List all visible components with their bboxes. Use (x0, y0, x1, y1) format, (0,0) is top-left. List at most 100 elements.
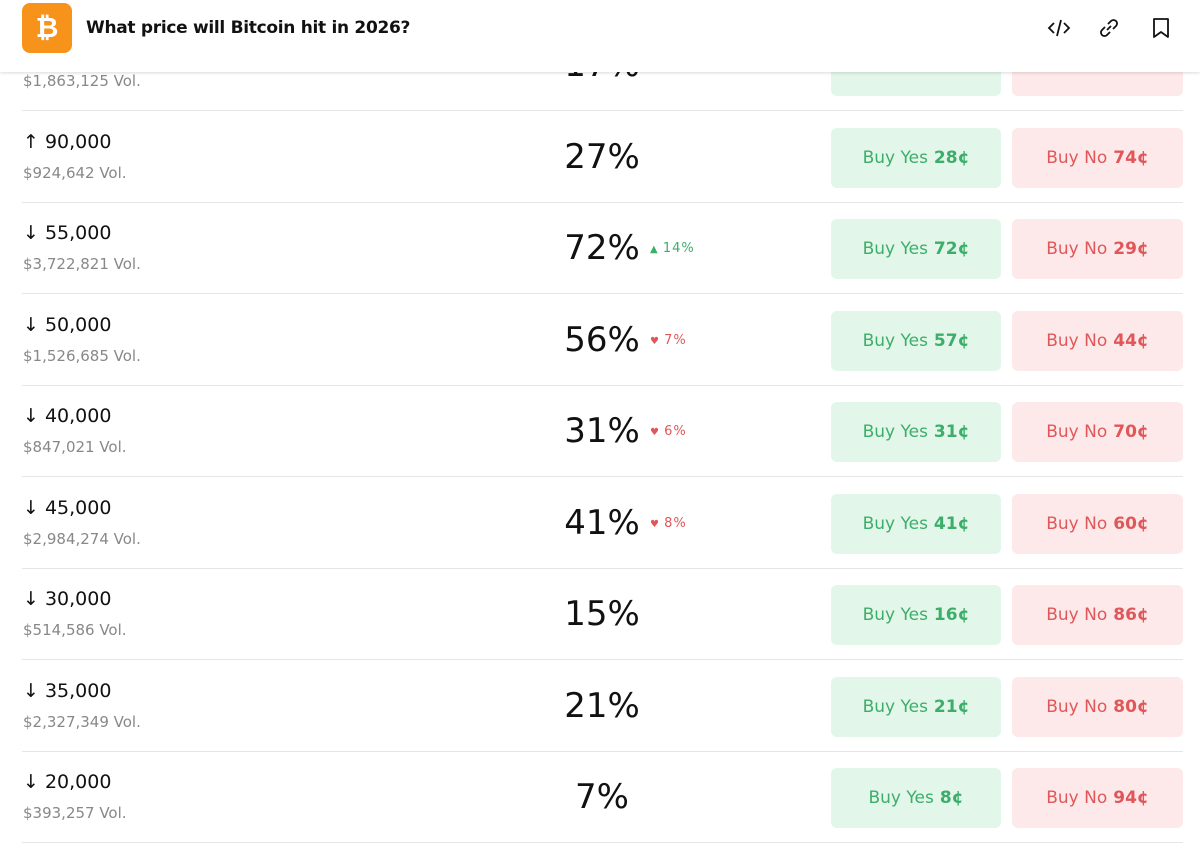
row-divider (22, 750, 1183, 752)
buy-no-button[interactable]: Buy No 29¢ (1012, 219, 1183, 279)
row-divider (22, 201, 1183, 203)
yes-price: 21¢ (933, 696, 970, 717)
outcome-row[interactable]: ↓ 45,000 $2,984,274 Vol. 41% ♥ 8% Buy Yes 41¢… (0, 478, 1200, 569)
outcome-label: ↓ 30,000 (23, 588, 112, 610)
volume: $2,984,274 Vol. (23, 529, 141, 548)
yes-price: 41¢ (933, 513, 970, 534)
yes-price: 28¢ (933, 147, 970, 168)
button-label: Buy No (1046, 696, 1108, 717)
row-divider (22, 567, 1183, 569)
yes-price: 16¢ (933, 605, 970, 625)
button-label: Buy No (1046, 239, 1108, 259)
link-icon[interactable] (1097, 16, 1121, 40)
button-label: Buy No (1046, 605, 1108, 625)
no-price: 60¢ (1113, 513, 1149, 534)
yes-price: 57¢ (933, 330, 970, 351)
probability-change: ♥ 6% (650, 424, 687, 439)
button-label: Buy Yes (862, 239, 928, 259)
yes-price: 31¢ (933, 422, 970, 442)
outcome-row[interactable]: ↓ 50,000 $1,526,685 Vol. 56% ♥ 7% Buy Yes 57¢… (0, 295, 1200, 386)
probability: 27% (564, 136, 640, 177)
probability: 21% (564, 685, 640, 726)
outcome-label: ↓ 45,000 (23, 496, 112, 519)
buy-yes-button[interactable]: Buy Yes 31¢ (831, 402, 1001, 462)
outcome-label: ↓ 20,000 (23, 771, 112, 793)
probability-change: ♥ 7% (650, 333, 687, 348)
buy-no-button[interactable]: Buy No 70¢ (1012, 402, 1183, 462)
yes-price: 72¢ (933, 239, 970, 259)
bitcoin-logo: ₿ (22, 3, 72, 53)
outcome-row[interactable]: ↑ 90,000 $924,642 Vol. 27% Buy Yes 28¢ Buy No… (0, 112, 1200, 203)
yes-price: 8¢ (939, 788, 964, 808)
button-label: Buy Yes (868, 788, 934, 808)
outcome-row[interactable]: ↓ 55,000 $3,722,821 Vol. 72% ▲ 14% Buy Yes 72… (0, 203, 1200, 294)
svg-text:₿: ₿ (36, 11, 59, 44)
change-arrow: ▲ (650, 244, 663, 255)
change-arrow: ♥ (650, 427, 665, 438)
button-label: Buy Yes (862, 605, 928, 625)
outcome-row[interactable]: ↓ 35,000 $2,327,349 Vol. 21% Buy Yes 21¢ Buy … (0, 661, 1200, 752)
buy-no-button[interactable]: Buy No 86¢ (1012, 585, 1183, 645)
volume: $847,021 Vol. (23, 438, 127, 456)
volume: $514,586 Vol. (23, 621, 127, 639)
change-arrow: ♥ (650, 518, 665, 530)
probability-change: ▲ 14% (650, 241, 695, 256)
buy-no-button[interactable]: Buy No 94¢ (1012, 768, 1183, 828)
volume: $3,722,821 Vol. (23, 255, 141, 273)
outcome-row[interactable]: ↓ 30,000 $514,586 Vol. 15% Buy Yes 16¢ Buy No… (0, 569, 1200, 660)
buy-no-button[interactable]: Buy No 80¢ (1012, 676, 1183, 737)
buy-yes-button[interactable]: Buy Yes 8¢ (831, 768, 1001, 828)
probability: 56% (564, 319, 640, 360)
outcome-row[interactable]: ↓ 40,000 $847,021 Vol. 31% ♥ 6% Buy Yes 31¢ Bu… (0, 386, 1200, 477)
buy-no-button[interactable]: Buy No 60¢ (1012, 493, 1183, 554)
change-value: 14% (662, 241, 695, 256)
probability: 15% (564, 594, 640, 634)
no-price: 44¢ (1113, 330, 1149, 351)
button-label: Buy Yes (862, 422, 928, 442)
outcome-label: ↑ 90,000 (23, 130, 112, 153)
bookmark-icon[interactable] (1149, 16, 1173, 40)
buy-yes-button[interactable]: Buy Yes 28¢ (831, 127, 1001, 188)
row-divider (22, 476, 1183, 477)
buy-no-button[interactable]: Buy No 44¢ (1012, 310, 1183, 371)
outcome-label: ↓ 40,000 (23, 405, 112, 427)
change-value: 7% (664, 332, 687, 348)
button-label: Buy No (1046, 788, 1108, 808)
change-value: 8% (664, 515, 687, 531)
buy-yes-button[interactable]: Buy Yes 21¢ (831, 676, 1001, 737)
buy-no-button[interactable]: Buy No 74¢ (1012, 127, 1183, 188)
volume: $1,863,125 Vol. (23, 72, 141, 90)
volume: $393,257 Vol. (23, 804, 127, 822)
buy-yes-button[interactable]: Buy Yes 41¢ (831, 493, 1001, 554)
row-divider (22, 110, 1183, 111)
volume: $924,642 Vol. (23, 163, 127, 182)
button-label: Buy Yes (862, 696, 928, 717)
no-price: 86¢ (1113, 605, 1149, 625)
button-label: Buy No (1046, 330, 1108, 351)
row-divider (22, 293, 1183, 294)
outcome-label: ↓ 55,000 (23, 222, 112, 244)
buy-yes-button[interactable]: Buy Yes 57¢ (831, 310, 1001, 371)
outcome-label: ↓ 50,000 (23, 313, 112, 336)
button-label: Buy No (1046, 513, 1108, 534)
probability: 72% (564, 228, 640, 268)
no-price: 29¢ (1113, 239, 1149, 259)
button-label: Buy Yes (862, 513, 928, 534)
change-arrow: ♥ (650, 335, 665, 347)
probability-change: ♥ 8% (650, 516, 687, 531)
button-label: Buy No (1046, 422, 1108, 442)
no-price: 94¢ (1113, 788, 1149, 808)
header: ₿ What price will Bitcoin hit in 2026? (0, 0, 1200, 72)
buy-yes-button[interactable]: Buy Yes 72¢ (831, 219, 1001, 279)
no-price: 74¢ (1113, 147, 1149, 168)
bitcoin-symbol: ₿ (36, 11, 59, 44)
market-title: What price will Bitcoin hit in 2026? (86, 18, 411, 38)
buy-yes-button[interactable]: Buy Yes 16¢ (831, 585, 1001, 645)
probability: 31% (564, 411, 640, 451)
embed-icon[interactable] (1047, 16, 1071, 40)
row-divider (22, 659, 1183, 660)
button-label: Buy Yes (862, 147, 928, 168)
probability: 7% (575, 777, 629, 817)
outcome-row[interactable]: ↓ 20,000 $393,257 Vol. 7% Buy Yes 8¢ Buy No 94… (0, 752, 1200, 843)
